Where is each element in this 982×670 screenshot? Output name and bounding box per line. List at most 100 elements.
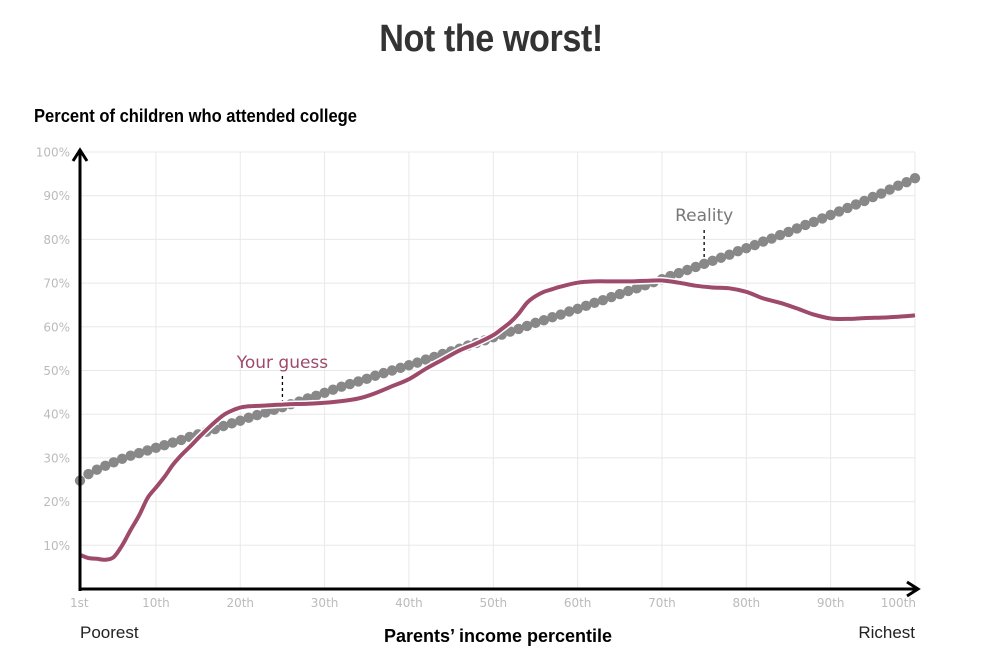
- reality-dot: [83, 468, 94, 480]
- x-axis-arrow-icon: [906, 580, 921, 598]
- reality-dot: [766, 233, 777, 244]
- reality-dot: [336, 381, 347, 392]
- reality-dot: [521, 320, 533, 332]
- x-tick-label: 100th: [881, 596, 916, 610]
- y-tick-label: 90%: [43, 189, 70, 203]
- x-tick-label: 30th: [311, 596, 339, 610]
- reality-dot: [319, 387, 330, 398]
- x-tick-label: 90th: [817, 596, 845, 610]
- annotations: Your guess Reality: [236, 206, 733, 401]
- reality-dot: [791, 223, 803, 234]
- reality-dot: [125, 450, 136, 461]
- reality-dot: [386, 365, 398, 376]
- x-axis-title: Parents’ income percentile: [383, 626, 613, 646]
- reality-dot: [226, 418, 238, 429]
- reality-dot: [150, 442, 162, 454]
- reality-dot: [176, 434, 187, 446]
- reality-dot: [909, 173, 921, 184]
- y-tick-label: 20%: [43, 495, 70, 509]
- reality-dot: [589, 297, 600, 308]
- y-tick-label: 70%: [43, 277, 70, 291]
- y-tick-label: 10%: [43, 539, 70, 553]
- reality-dot: [108, 457, 119, 468]
- reality-dot: [774, 229, 786, 241]
- reality-dot: [876, 188, 887, 199]
- gridlines: [80, 151, 916, 589]
- axes: [71, 147, 921, 598]
- reality-dot: [715, 252, 727, 263]
- reality-dot: [741, 242, 752, 254]
- reality-dot: [842, 202, 853, 214]
- y-tick-labels: 10% 20% 30% 40% 50% 60% 70% 80% 90% 100%: [36, 146, 70, 553]
- reality-dot: [631, 283, 642, 294]
- reality-dot: [623, 285, 634, 297]
- chart-title: Not the worst!: [379, 18, 603, 60]
- reality-dot: [572, 303, 583, 315]
- reality-dot: [91, 464, 103, 475]
- x-axis-left-label: Poorest: [80, 623, 139, 642]
- series-your-guess: [78, 276, 916, 564]
- reality-dot: [395, 362, 406, 374]
- x-tick-label: 20th: [226, 596, 254, 610]
- x-tick-label: 50th: [479, 596, 507, 610]
- reality-dot: [614, 288, 625, 300]
- reality-dot: [833, 206, 845, 217]
- reality-dot: [690, 261, 701, 273]
- reality-dot: [353, 376, 364, 387]
- reality-dot: [884, 184, 895, 195]
- reality-dot: [850, 199, 862, 210]
- reality-dot: [251, 409, 263, 421]
- reality-dot: [420, 354, 432, 365]
- reality-dot: [757, 236, 769, 247]
- reality-dot: [538, 315, 550, 326]
- reality-dot: [167, 437, 178, 448]
- y-tick-label: 50%: [43, 364, 70, 378]
- reality-dot: [218, 420, 229, 432]
- reality-dot: [732, 245, 744, 257]
- reality-dot: [344, 378, 356, 390]
- reality-dot: [159, 440, 170, 451]
- reality-dot: [867, 191, 879, 203]
- your-guess-line-halo: [78, 276, 916, 564]
- x-tick-label: 70th: [648, 596, 676, 610]
- reality-dot: [555, 309, 566, 320]
- reality-dot: [859, 195, 870, 207]
- reality-dot: [361, 373, 372, 385]
- x-tick-labels: 1st 10th 20th 30th 40th 50th 60th 70th 80th 90th 1…: [70, 596, 916, 610]
- reality-dot: [530, 317, 541, 329]
- reality-dot: [378, 367, 389, 379]
- reality-dot: [707, 255, 718, 267]
- reality-dot: [724, 249, 735, 260]
- y-tick-label: 80%: [43, 233, 70, 247]
- y-tick-label: 30%: [43, 451, 70, 465]
- reality-dot: [817, 213, 828, 224]
- reality-dot: [327, 384, 339, 395]
- reality-dot: [698, 258, 710, 270]
- your-guess-annotation: Your guess: [236, 353, 329, 373]
- reality-dot: [412, 357, 423, 368]
- reality-dot: [749, 239, 760, 251]
- reality-dot: [825, 209, 836, 221]
- reality-dot: [116, 453, 128, 464]
- reality-dot: [673, 267, 685, 279]
- reality-dot: [563, 306, 575, 317]
- reality-dot: [260, 407, 271, 418]
- reality-dot: [403, 360, 415, 371]
- reality-annotation: Reality: [675, 206, 733, 226]
- reality-dot: [243, 412, 254, 423]
- x-axis-right-label: Richest: [858, 623, 915, 642]
- reality-dot: [513, 323, 524, 335]
- reality-dot: [235, 415, 246, 426]
- reality-dot: [682, 264, 693, 276]
- y-axis-arrow-icon: [71, 147, 89, 162]
- reality-dot: [100, 460, 111, 471]
- reality-dot: [142, 445, 153, 456]
- x-tick-label: 80th: [733, 596, 761, 610]
- your-guess-line: [79, 278, 916, 562]
- y-axis-title: Percent of children who attended college: [34, 106, 357, 126]
- y-tick-label: 100%: [36, 146, 70, 160]
- reality-dot: [808, 216, 819, 228]
- reality-dot: [370, 370, 381, 381]
- x-tick-label: 10th: [142, 596, 170, 610]
- y-tick-label: 40%: [43, 408, 70, 422]
